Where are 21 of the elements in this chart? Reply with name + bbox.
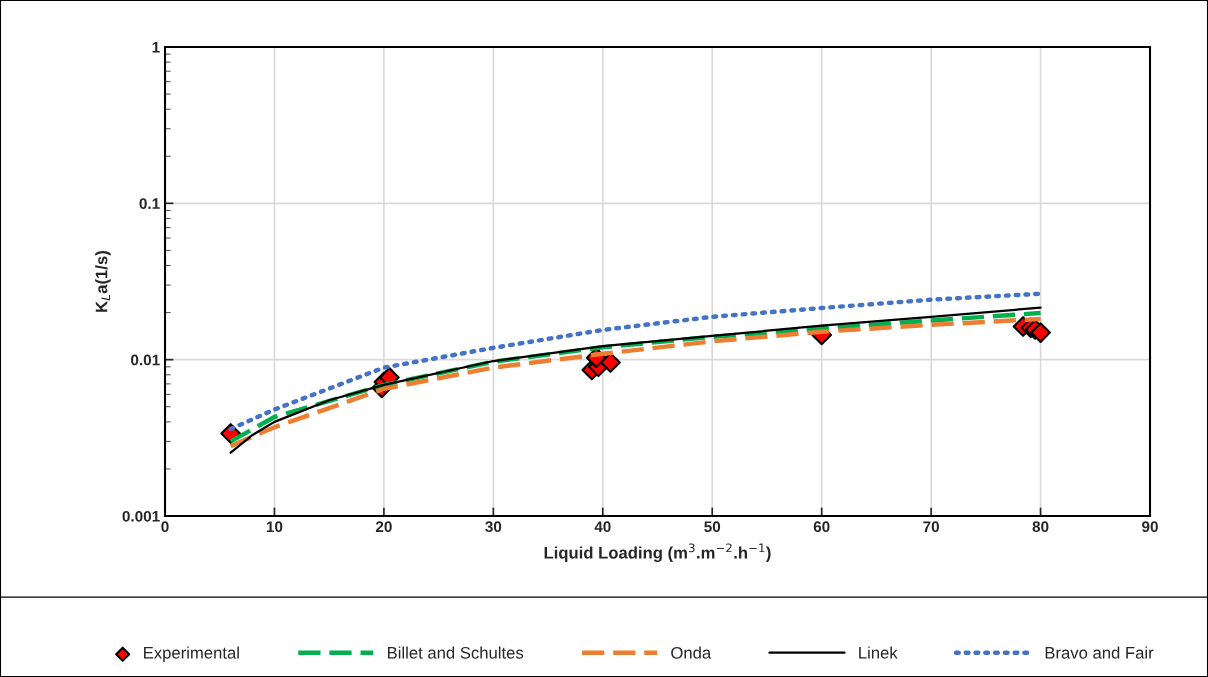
y-tick-label: 0.001 — [122, 510, 160, 522]
x-tick-label: 10 — [266, 521, 283, 533]
y-axis-title: K$_{L}$a(1/s) — [95, 251, 111, 312]
legend-label: Billet and Schultes — [387, 646, 524, 659]
y-tick-label: 0.01 — [131, 354, 160, 366]
y-tick-label: 0.1 — [139, 198, 160, 210]
legend-label: Linek — [859, 646, 898, 659]
x-tick-label: 70 — [923, 521, 939, 533]
legend-label: Experimental — [144, 646, 239, 662]
x-tick-label: 0 — [161, 521, 169, 533]
legend-label: Onda — [671, 646, 712, 659]
x-tick-label: 90 — [1142, 521, 1158, 533]
x-tick-label: 40 — [594, 521, 611, 533]
y-tick-label: 1 — [152, 42, 160, 53]
x-axis-title: Liquid Loading (m$^{3}$.m$^{−2}$.h$^{−1}$) — [544, 543, 771, 563]
legend-label: Bravo and Fair — [1045, 646, 1154, 659]
x-tick-label: 50 — [704, 521, 721, 533]
x-tick-label: 80 — [1032, 521, 1049, 533]
x-tick-label: 20 — [375, 521, 392, 533]
x-tick-label: 30 — [485, 521, 502, 533]
x-tick-label: 60 — [813, 521, 830, 533]
